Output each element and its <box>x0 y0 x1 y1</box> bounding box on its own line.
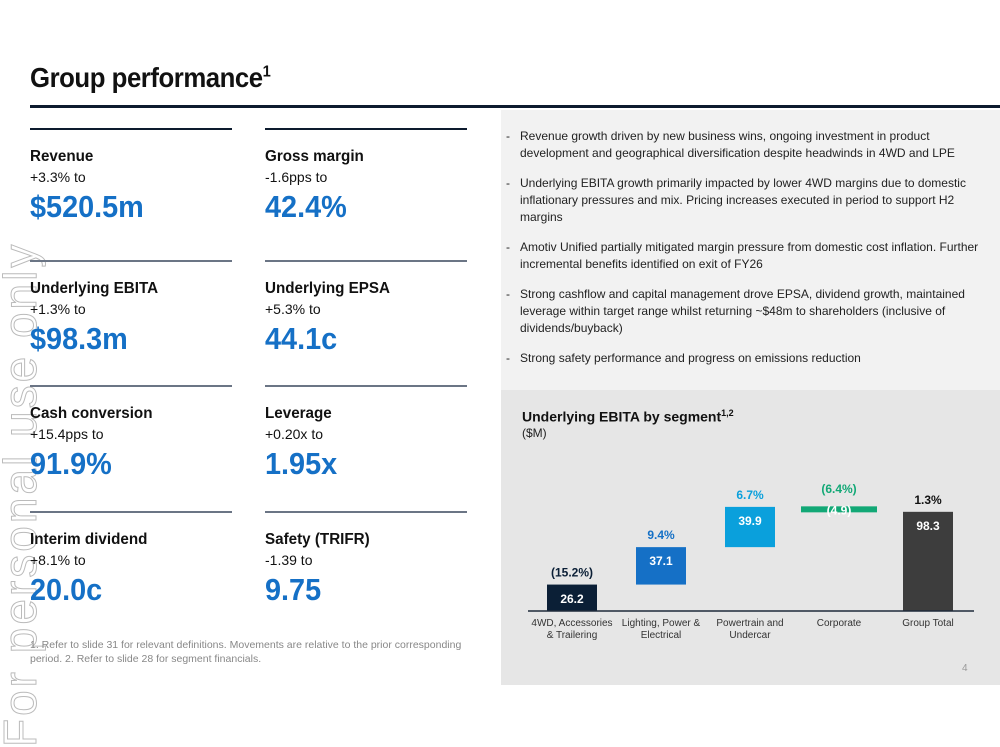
kpi-name: Leverage <box>265 405 332 422</box>
kpi-value: $520.5m <box>30 189 144 224</box>
bullet: Strong cashflow and capital management d… <box>506 286 991 337</box>
bar-value-label: 39.9 <box>738 514 762 528</box>
kpi-underlying-epsa: Underlying EPSA +5.3% to 44.1c <box>265 260 467 357</box>
kpi-value: 42.4% <box>265 189 347 224</box>
kpi-divider <box>265 260 467 262</box>
bar-value-label: 98.3 <box>916 519 940 533</box>
bar <box>636 547 686 585</box>
page-number: 4 <box>962 663 968 674</box>
kpi-underlying-ebita: Underlying EBITA +1.3% to $98.3m <box>30 260 232 357</box>
commentary-list: Revenue growth driven by new business wi… <box>506 128 991 380</box>
category-label: & Trailering <box>547 630 598 641</box>
bar-value-label: 26.2 <box>560 592 584 606</box>
kpi-divider <box>265 511 467 513</box>
kpi-change: +0.20x to <box>265 426 323 442</box>
growth-label: (6.4%) <box>821 482 856 496</box>
kpi-change: +8.1% to <box>30 552 86 568</box>
bullet: Revenue growth driven by new business wi… <box>506 128 991 162</box>
bullet: Amotiv Unified partially mitigated margi… <box>506 239 991 273</box>
category-label: 4WD, Accessories <box>531 618 612 629</box>
growth-label: (15.2%) <box>551 566 593 580</box>
kpi-change: +5.3% to <box>265 301 321 317</box>
kpi-change: +15.4pps to <box>30 426 104 442</box>
footnote: 1. Refer to slide 31 for relevant defini… <box>30 639 462 665</box>
growth-label: 9.4% <box>647 528 675 542</box>
kpi-change: -1.6pps to <box>265 169 328 185</box>
category-label: Undercar <box>729 630 771 641</box>
page-title: Group performance1 <box>30 62 271 93</box>
category-label: Corporate <box>817 618 862 629</box>
kpi-value: 9.75 <box>265 572 322 607</box>
kpi-change: +3.3% to <box>30 169 86 185</box>
kpi-revenue: Revenue +3.3% to $520.5m <box>30 128 232 225</box>
category-label: Electrical <box>641 630 682 641</box>
kpi-value: 91.9% <box>30 446 112 481</box>
kpi-divider <box>30 385 232 387</box>
bar <box>547 584 597 611</box>
kpi-name: Underlying EBITA <box>30 280 159 297</box>
kpi-name: Safety (TRIFR) <box>265 531 370 548</box>
kpi-name: Cash conversion <box>30 405 153 422</box>
kpi-safety-trifr: Safety (TRIFR) -1.39 to 9.75 <box>265 511 467 608</box>
category-label: Powertrain and <box>716 618 783 629</box>
bar-value-label: (4.9) <box>827 503 852 517</box>
category-label: Lighting, Power & <box>622 618 701 629</box>
bar <box>725 506 775 548</box>
kpi-name: Interim dividend <box>30 531 148 548</box>
kpi-name: Revenue <box>30 148 94 165</box>
kpi-change: -1.39 to <box>265 552 313 568</box>
kpi-gross-margin: Gross margin -1.6pps to 42.4% <box>265 128 467 225</box>
kpi-value: 44.1c <box>265 321 338 356</box>
bar <box>903 511 953 611</box>
category-label: Group Total <box>902 618 954 629</box>
bar-connector <box>801 506 877 513</box>
bullet: Strong safety performance and progress o… <box>506 350 991 367</box>
growth-label: 6.7% <box>736 488 764 502</box>
title-divider <box>30 105 1000 108</box>
growth-label: 1.3% <box>914 493 942 507</box>
chart-unit: ($M) <box>522 426 547 440</box>
chart-title: Underlying EBITA by segment1,2 <box>522 408 734 425</box>
kpi-interim-dividend: Interim dividend +8.1% to 20.0c <box>30 511 232 608</box>
kpi-change: +1.3% to <box>30 301 86 317</box>
kpi-divider <box>30 511 232 513</box>
kpi-cash-conversion: Cash conversion +15.4pps to 91.9% <box>30 385 232 482</box>
kpi-name: Underlying EPSA <box>265 280 390 297</box>
kpi-value: 20.0c <box>30 572 103 607</box>
bar-value-label: 37.1 <box>649 554 673 568</box>
kpi-value: 1.95x <box>265 446 338 481</box>
kpi-name: Gross margin <box>265 148 364 165</box>
bullet: Underlying EBITA growth primarily impact… <box>506 175 991 226</box>
kpi-divider <box>30 128 232 130</box>
kpi-leverage: Leverage +0.20x to 1.95x <box>265 385 467 482</box>
kpi-divider <box>30 260 232 262</box>
kpi-divider <box>265 128 467 130</box>
kpi-divider <box>265 385 467 387</box>
ebita-waterfall-chart: 26.2 (15.2%) 4WD, Accessories& Trailering 3… <box>528 482 974 641</box>
kpi-value: $98.3m <box>30 321 128 356</box>
